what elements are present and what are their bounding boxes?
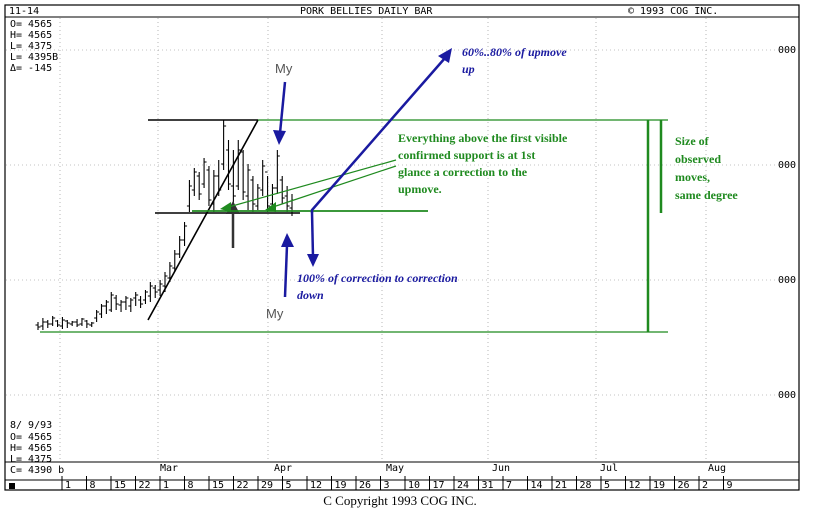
quote-last: L= 4395B xyxy=(10,52,58,63)
pointer-line-1 xyxy=(224,159,397,209)
day-tick-label: 3 xyxy=(384,480,390,491)
month-label: Apr xyxy=(274,463,292,474)
correction-down-arrow-head xyxy=(307,254,319,267)
chart-copyright: © 1993 COG INC. xyxy=(628,6,718,17)
pointer-arrow-head-1 xyxy=(220,202,231,212)
right-axis-tick-label: 000 xyxy=(778,275,796,286)
day-tick-label: 17 xyxy=(433,480,445,491)
trend-line xyxy=(147,119,259,321)
quote-low-bottom: L= 4375 xyxy=(10,454,52,465)
right-axis-tick-label: 000 xyxy=(778,390,796,401)
correction-annotation: 100% of correction to correction down xyxy=(297,271,461,302)
day-tick-labels: 1 8 15 22 1 8 15 22 29 5 12 19 26 3 10 17 24 31 7 14 21 28 5 12… xyxy=(61,476,733,491)
my-label-bottom: My xyxy=(266,306,284,321)
upmove-annotation-line: up xyxy=(462,62,475,76)
footer-copyright: C Copyright 1993 COG INC. xyxy=(323,493,477,508)
day-tick-label: 1 xyxy=(65,480,71,491)
size-annotation: Size of observed moves, same degree xyxy=(675,134,738,202)
my-bottom-arrow-head xyxy=(281,233,294,247)
size-annotation-line: observed xyxy=(675,152,721,166)
chart-date: 11-14 xyxy=(9,6,39,17)
day-tick-label: 26 xyxy=(678,480,690,491)
day-tick-label: 15 xyxy=(212,480,224,491)
day-tick-label: 5 xyxy=(286,480,292,491)
quote-close-bottom: C= 4390 b xyxy=(10,465,64,476)
day-tick-label: 5 xyxy=(604,480,610,491)
upmove-arrow-head xyxy=(438,48,452,63)
day-tick-label: 26 xyxy=(359,480,371,491)
quote-open: O= 4565 xyxy=(10,19,52,30)
day-tick-label: 9 xyxy=(727,480,733,491)
axis-end-marker xyxy=(9,483,15,489)
upmove-annotation: 60%..80% of upmove up xyxy=(462,45,570,76)
day-tick-label: 28 xyxy=(580,480,592,491)
day-tick-label: 10 xyxy=(408,480,420,491)
price-bars xyxy=(35,120,295,330)
support-annotation: Everything above the first visible confi… xyxy=(398,131,570,196)
quote-high-bottom: H= 4565 xyxy=(10,443,52,454)
day-tick-label: 15 xyxy=(114,480,126,491)
day-tick-label: 31 xyxy=(482,480,494,491)
quote-low: L= 4375 xyxy=(10,41,52,52)
day-tick-label: 21 xyxy=(555,480,567,491)
support-annotation-line: Everything above the first visible xyxy=(398,131,568,145)
day-tick-label: 2 xyxy=(702,480,708,491)
day-tick-label: 14 xyxy=(531,480,543,491)
day-tick-label: 12 xyxy=(310,480,322,491)
correction-annotation-line: 100% of correction to correction xyxy=(297,271,458,285)
size-annotation-line: moves, xyxy=(675,170,710,184)
day-tick-label: 29 xyxy=(261,480,273,491)
month-label: Jun xyxy=(492,463,510,474)
month-label: Mar xyxy=(160,463,178,474)
quote-high: H= 4565 xyxy=(10,30,52,41)
pointer-arrow-head-2 xyxy=(265,202,276,212)
day-tick-label: 12 xyxy=(629,480,641,491)
size-annotation-line: same degree xyxy=(675,188,738,202)
my-top-arrow-head xyxy=(273,130,286,145)
chart-title: PORK BELLIES DAILY BAR xyxy=(300,6,433,17)
my-label-top: My xyxy=(275,61,293,76)
right-axis-tick-label: 000 xyxy=(778,45,796,56)
size-annotation-line: Size of xyxy=(675,134,710,148)
month-label: May xyxy=(386,463,404,474)
month-label: Jul xyxy=(600,463,618,474)
correction-down-shaft xyxy=(310,211,315,258)
support-annotation-line: upmove. xyxy=(398,182,442,196)
support-annotation-line: glance a correction to the xyxy=(398,165,528,179)
quote-open-bottom: O= 4565 xyxy=(10,432,52,443)
upmove-annotation-line: 60%..80% of upmove xyxy=(462,45,567,59)
day-tick-label: 22 xyxy=(237,480,249,491)
day-tick-label: 1 xyxy=(163,480,169,491)
support-annotation-line: confirmed support is at 1st xyxy=(398,148,535,162)
quote-date-bottom: 8/ 9/93 xyxy=(10,420,52,431)
month-label: Aug xyxy=(708,463,726,474)
day-tick-label: 8 xyxy=(188,480,194,491)
day-tick-label: 24 xyxy=(457,480,469,491)
day-tick-label: 7 xyxy=(506,480,512,491)
grid xyxy=(6,18,798,461)
right-axis-tick-label: 000 xyxy=(778,160,796,171)
day-tick-label: 22 xyxy=(139,480,151,491)
day-tick-label: 19 xyxy=(335,480,347,491)
chart-frame xyxy=(4,4,800,491)
my-bottom-arrow-shaft xyxy=(283,244,289,298)
my-top-arrow-shaft xyxy=(278,81,287,134)
quote-change: Δ= -145 xyxy=(10,63,52,74)
day-tick-label: 8 xyxy=(90,480,96,491)
day-tick-label: 19 xyxy=(653,480,665,491)
correction-annotation-line: down xyxy=(297,288,324,302)
